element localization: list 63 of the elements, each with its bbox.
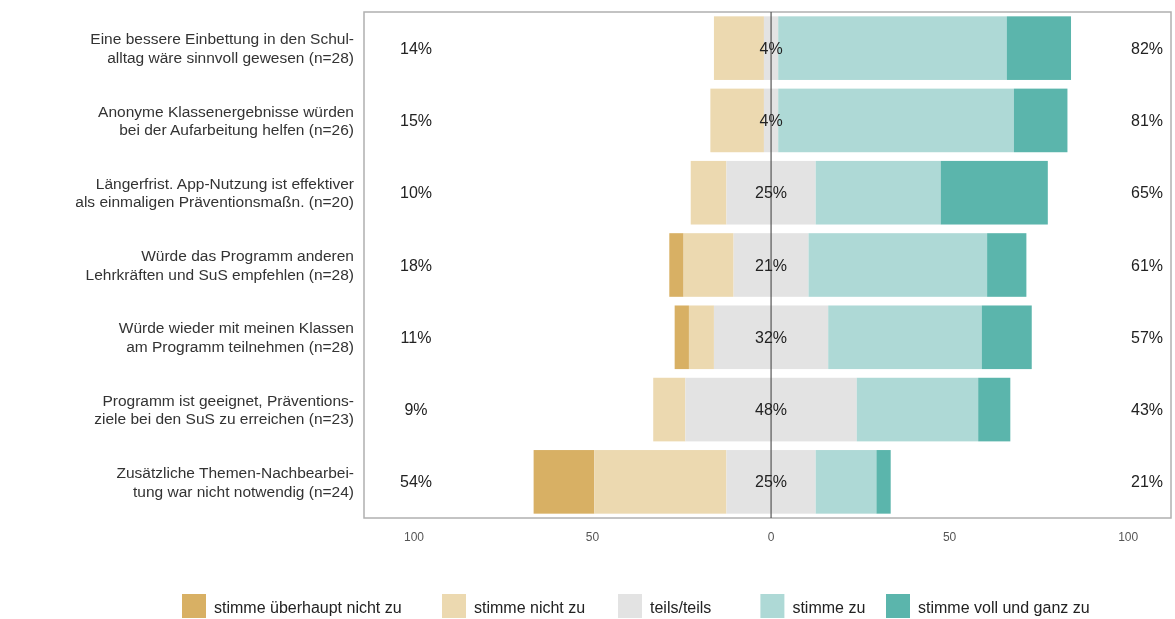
data-label: 4% <box>759 39 783 57</box>
y-tick-label: Längerfrist. App-Nutzung ist effektiver als einmaligen Präventionsmaßn. (n=20) <box>75 174 354 211</box>
y-tick-label: Zusätzliche Themen-Nachbearbei- tung war nicht notwendig (n=24) <box>116 463 354 500</box>
annotation: 15% <box>399 112 433 130</box>
annotation: 81% <box>1130 112 1164 130</box>
bar <box>688 305 714 370</box>
annotation: 43% <box>1130 401 1164 419</box>
y-tick-label: Eine bessere Einbettung in den Schul- alltag wäre sinnvoll gewesen (n=28) <box>90 30 354 66</box>
annotation: 57% <box>1130 328 1164 346</box>
bar <box>808 233 988 297</box>
data-label: 32% <box>755 328 788 346</box>
annotation: 65% <box>1130 184 1164 202</box>
data-label: 25% <box>755 184 788 202</box>
bar <box>815 450 877 514</box>
bar <box>594 450 727 514</box>
data-label: 48% <box>755 401 788 419</box>
annotation: 10% <box>399 184 433 202</box>
data-label: 21% <box>755 256 788 274</box>
y-tick-label: Würde wieder mit meinen Klassen am Programm teilnehmen (n=28) <box>118 319 354 356</box>
bar <box>653 377 686 442</box>
y-tick-label: Anonyme Klassenergebnisse würden bei der Aufarbeitung helfen (n=26) <box>98 102 354 139</box>
bar <box>828 305 982 370</box>
bar <box>733 233 809 297</box>
bar <box>940 160 1048 225</box>
bar <box>685 377 857 442</box>
annotation: 18% <box>399 256 433 274</box>
annotation: 54% <box>399 473 433 491</box>
bar <box>1006 16 1072 80</box>
bar <box>1013 88 1068 153</box>
bar <box>683 233 734 297</box>
legend-label: teils/teils <box>650 598 712 616</box>
data-label: 4% <box>759 112 783 130</box>
x-tick-label: 100 <box>1118 530 1139 544</box>
bar <box>674 305 689 370</box>
bar <box>713 305 829 370</box>
legend-label: stimme voll und ganz zu <box>918 598 1090 616</box>
bar <box>815 160 941 225</box>
bar <box>726 160 816 225</box>
x-tick-label: 50 <box>585 530 600 544</box>
bar <box>876 450 891 514</box>
bar <box>669 233 684 297</box>
bar <box>726 450 816 514</box>
x-tick-label: 100 <box>403 530 425 544</box>
bar <box>978 377 1011 442</box>
x-tick-label: 0 <box>767 530 775 544</box>
annotation: 11% <box>400 328 432 346</box>
legend-label: stimme überhaupt nicht zu <box>214 598 402 616</box>
annotation: 14% <box>399 39 433 57</box>
bar <box>690 160 727 225</box>
y-tick-label: Programm ist geeignet, Präventions- ziele bei den SuS zu erreichen (n=23) <box>94 391 354 428</box>
annotation: 9% <box>404 401 428 419</box>
legend-label: stimme zu <box>792 598 866 616</box>
annotation: 21% <box>1130 473 1164 491</box>
bar <box>987 233 1027 297</box>
y-tick-label: Würde das Programm anderen Lehrkräften und SuS empfehlen (n=28) <box>85 247 354 283</box>
annotation: 61% <box>1130 256 1164 274</box>
bar <box>856 377 979 442</box>
annotation: 82% <box>1130 39 1164 57</box>
bar <box>533 450 595 514</box>
legend-label: stimme nicht zu <box>474 598 586 616</box>
x-tick-label: 50 <box>942 530 957 544</box>
data-label: 25% <box>755 473 788 491</box>
bar <box>981 305 1032 370</box>
